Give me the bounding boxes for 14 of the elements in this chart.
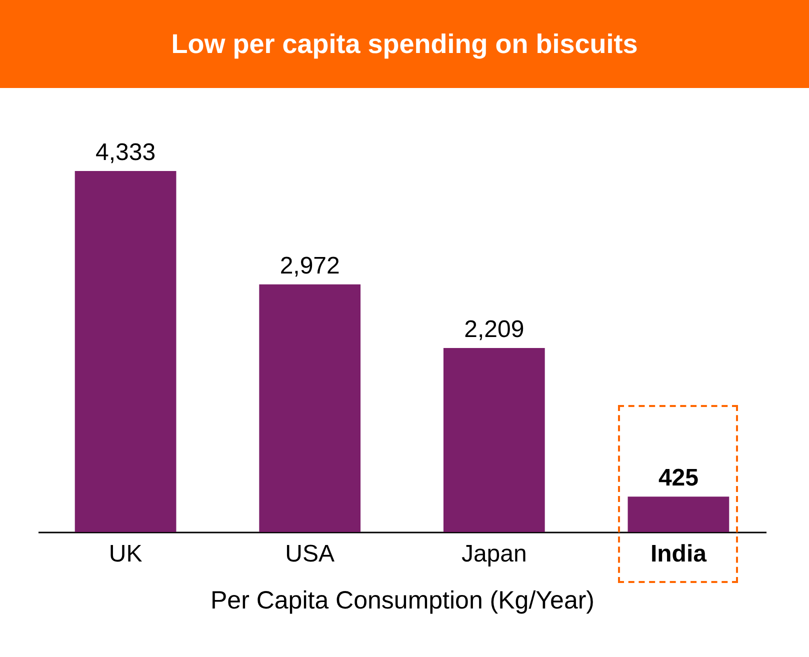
x-tick-label: UK (108, 540, 142, 568)
data-label: 4,333 (96, 139, 156, 166)
x-tick-label: India (650, 540, 708, 568)
bar (259, 284, 361, 532)
bar (74, 171, 176, 532)
x-tick-label: Japan (461, 540, 527, 568)
data-label: 2,972 (280, 252, 340, 280)
bar (628, 496, 730, 532)
chart-title: Low per capita spending on biscuits (0, 0, 809, 88)
x-axis-title: Per Capita Consumption (Kg/Year) (210, 586, 594, 614)
bar (443, 348, 545, 532)
x-tick-label: USA (285, 540, 335, 568)
data-label: 425 (658, 464, 698, 492)
data-label: 2,209 (464, 316, 524, 343)
